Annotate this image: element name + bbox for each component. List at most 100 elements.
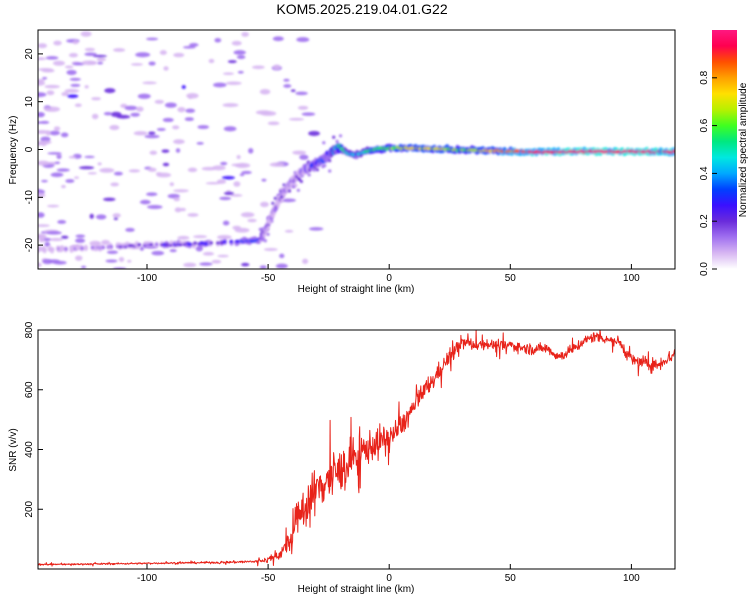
noise-blob bbox=[113, 217, 118, 221]
noise-blob bbox=[251, 65, 265, 70]
noise-blob bbox=[213, 82, 227, 88]
noise-blob bbox=[302, 258, 309, 264]
noise-blob bbox=[185, 108, 196, 113]
noise-blob bbox=[201, 166, 217, 171]
noise-blob bbox=[221, 175, 235, 180]
noise-blob bbox=[70, 83, 81, 87]
signal-speckle bbox=[287, 189, 292, 193]
noise-blob bbox=[127, 259, 132, 263]
signal-speckle bbox=[263, 239, 267, 243]
noise-blob bbox=[54, 161, 61, 165]
spectrogram-signal bbox=[38, 134, 675, 254]
signal-core bbox=[222, 240, 227, 244]
signal-speckle bbox=[296, 188, 300, 192]
noise-blob bbox=[68, 52, 78, 58]
noise-blob bbox=[263, 247, 278, 251]
figure-title: KOM5.2025.219.04.01.G22 bbox=[276, 1, 447, 17]
noise-blob bbox=[39, 237, 45, 243]
noise-blob bbox=[240, 212, 255, 218]
noise-blob bbox=[139, 199, 151, 205]
noise-blob bbox=[47, 204, 60, 208]
noise-blob bbox=[269, 162, 285, 167]
colorbar-ticks: 0.0 0.2 0.4 0.6 0.8 bbox=[699, 70, 717, 276]
noise-blob bbox=[42, 258, 53, 265]
noise-blob bbox=[95, 214, 107, 220]
noise-blob bbox=[196, 141, 204, 145]
signal-speckle bbox=[274, 207, 278, 211]
noise-blob bbox=[81, 265, 87, 269]
noise-blob bbox=[233, 181, 241, 187]
colorbar-tick-label: 0.4 bbox=[699, 166, 710, 180]
y-tick-label: 20 bbox=[24, 48, 35, 60]
signal-core bbox=[60, 247, 64, 251]
y-tick-label: 0 bbox=[24, 146, 35, 152]
y-tick-label: 400 bbox=[24, 441, 35, 458]
noise-blob bbox=[96, 57, 107, 62]
noise-blob bbox=[103, 197, 116, 202]
noise-blob bbox=[64, 65, 74, 69]
signal-speckle bbox=[299, 179, 303, 184]
noise-blob bbox=[74, 176, 80, 179]
noise-blob bbox=[187, 167, 198, 173]
x-tick-label: 100 bbox=[623, 273, 640, 284]
noise-blob bbox=[199, 262, 213, 266]
noise-blob bbox=[65, 179, 75, 183]
noise-blob bbox=[38, 68, 54, 71]
noise-blob bbox=[227, 60, 237, 64]
colorbar: 0.0 0.2 0.4 0.6 0.8 Normalized spectral ampl… bbox=[699, 30, 749, 276]
noise-blob bbox=[260, 111, 277, 116]
snr-y-ticks: 200 400 600 800 bbox=[24, 321, 43, 518]
noise-blob bbox=[91, 97, 101, 101]
snr-x-ticks: -100 -50 0 50 100 bbox=[137, 564, 640, 584]
noise-blob bbox=[130, 63, 144, 66]
noise-blob bbox=[50, 172, 64, 178]
noise-blob bbox=[283, 78, 290, 82]
noise-blob bbox=[133, 131, 148, 136]
noise-blob bbox=[38, 160, 50, 166]
noise-blob bbox=[281, 198, 296, 203]
noise-blob bbox=[239, 173, 245, 177]
signal-speckle bbox=[323, 163, 327, 168]
signal-core bbox=[216, 241, 220, 245]
noise-blob bbox=[187, 213, 199, 217]
colorbar-label: Normalized spectral amplitude bbox=[738, 82, 749, 217]
noise-blob bbox=[309, 227, 324, 231]
noise-blob bbox=[193, 235, 208, 239]
signal-core bbox=[178, 243, 183, 247]
noise-blob bbox=[41, 179, 48, 183]
noise-blob bbox=[267, 121, 280, 126]
snr-x-axis-label: Height of straight line (km) bbox=[298, 584, 415, 595]
noise-blob bbox=[44, 84, 60, 89]
y-tick-label: 600 bbox=[24, 381, 35, 398]
noise-blob bbox=[42, 77, 48, 80]
noise-blob bbox=[147, 167, 157, 172]
spectrogram-heatmap bbox=[38, 31, 675, 269]
noise-blob bbox=[53, 40, 62, 46]
noise-blob bbox=[68, 155, 77, 159]
noise-blob bbox=[113, 48, 126, 52]
noise-blob bbox=[104, 88, 116, 94]
signal-speckle bbox=[323, 157, 328, 161]
noise-blob bbox=[45, 56, 59, 60]
signal-speckle bbox=[280, 195, 284, 199]
noise-blob bbox=[146, 37, 159, 41]
noise-blob bbox=[156, 127, 166, 131]
noise-blob bbox=[308, 130, 320, 136]
noise-blob bbox=[46, 90, 55, 96]
noise-blob bbox=[38, 79, 46, 82]
noise-blob bbox=[162, 117, 174, 123]
colorbar-tick-label: 0.0 bbox=[699, 262, 710, 276]
noise-blob bbox=[49, 237, 64, 242]
noise-blob bbox=[247, 218, 257, 223]
noise-blob bbox=[173, 52, 185, 58]
noise-blob bbox=[64, 88, 80, 93]
noise-blob bbox=[40, 120, 50, 124]
noise-blob bbox=[72, 40, 79, 45]
noise-blob bbox=[53, 126, 61, 131]
noise-blob bbox=[38, 43, 48, 49]
signal-speckle bbox=[332, 135, 336, 139]
noise-blob bbox=[118, 257, 125, 262]
snr-plot-area bbox=[38, 330, 675, 569]
noise-blob bbox=[284, 229, 294, 233]
noise-blob bbox=[177, 235, 190, 240]
